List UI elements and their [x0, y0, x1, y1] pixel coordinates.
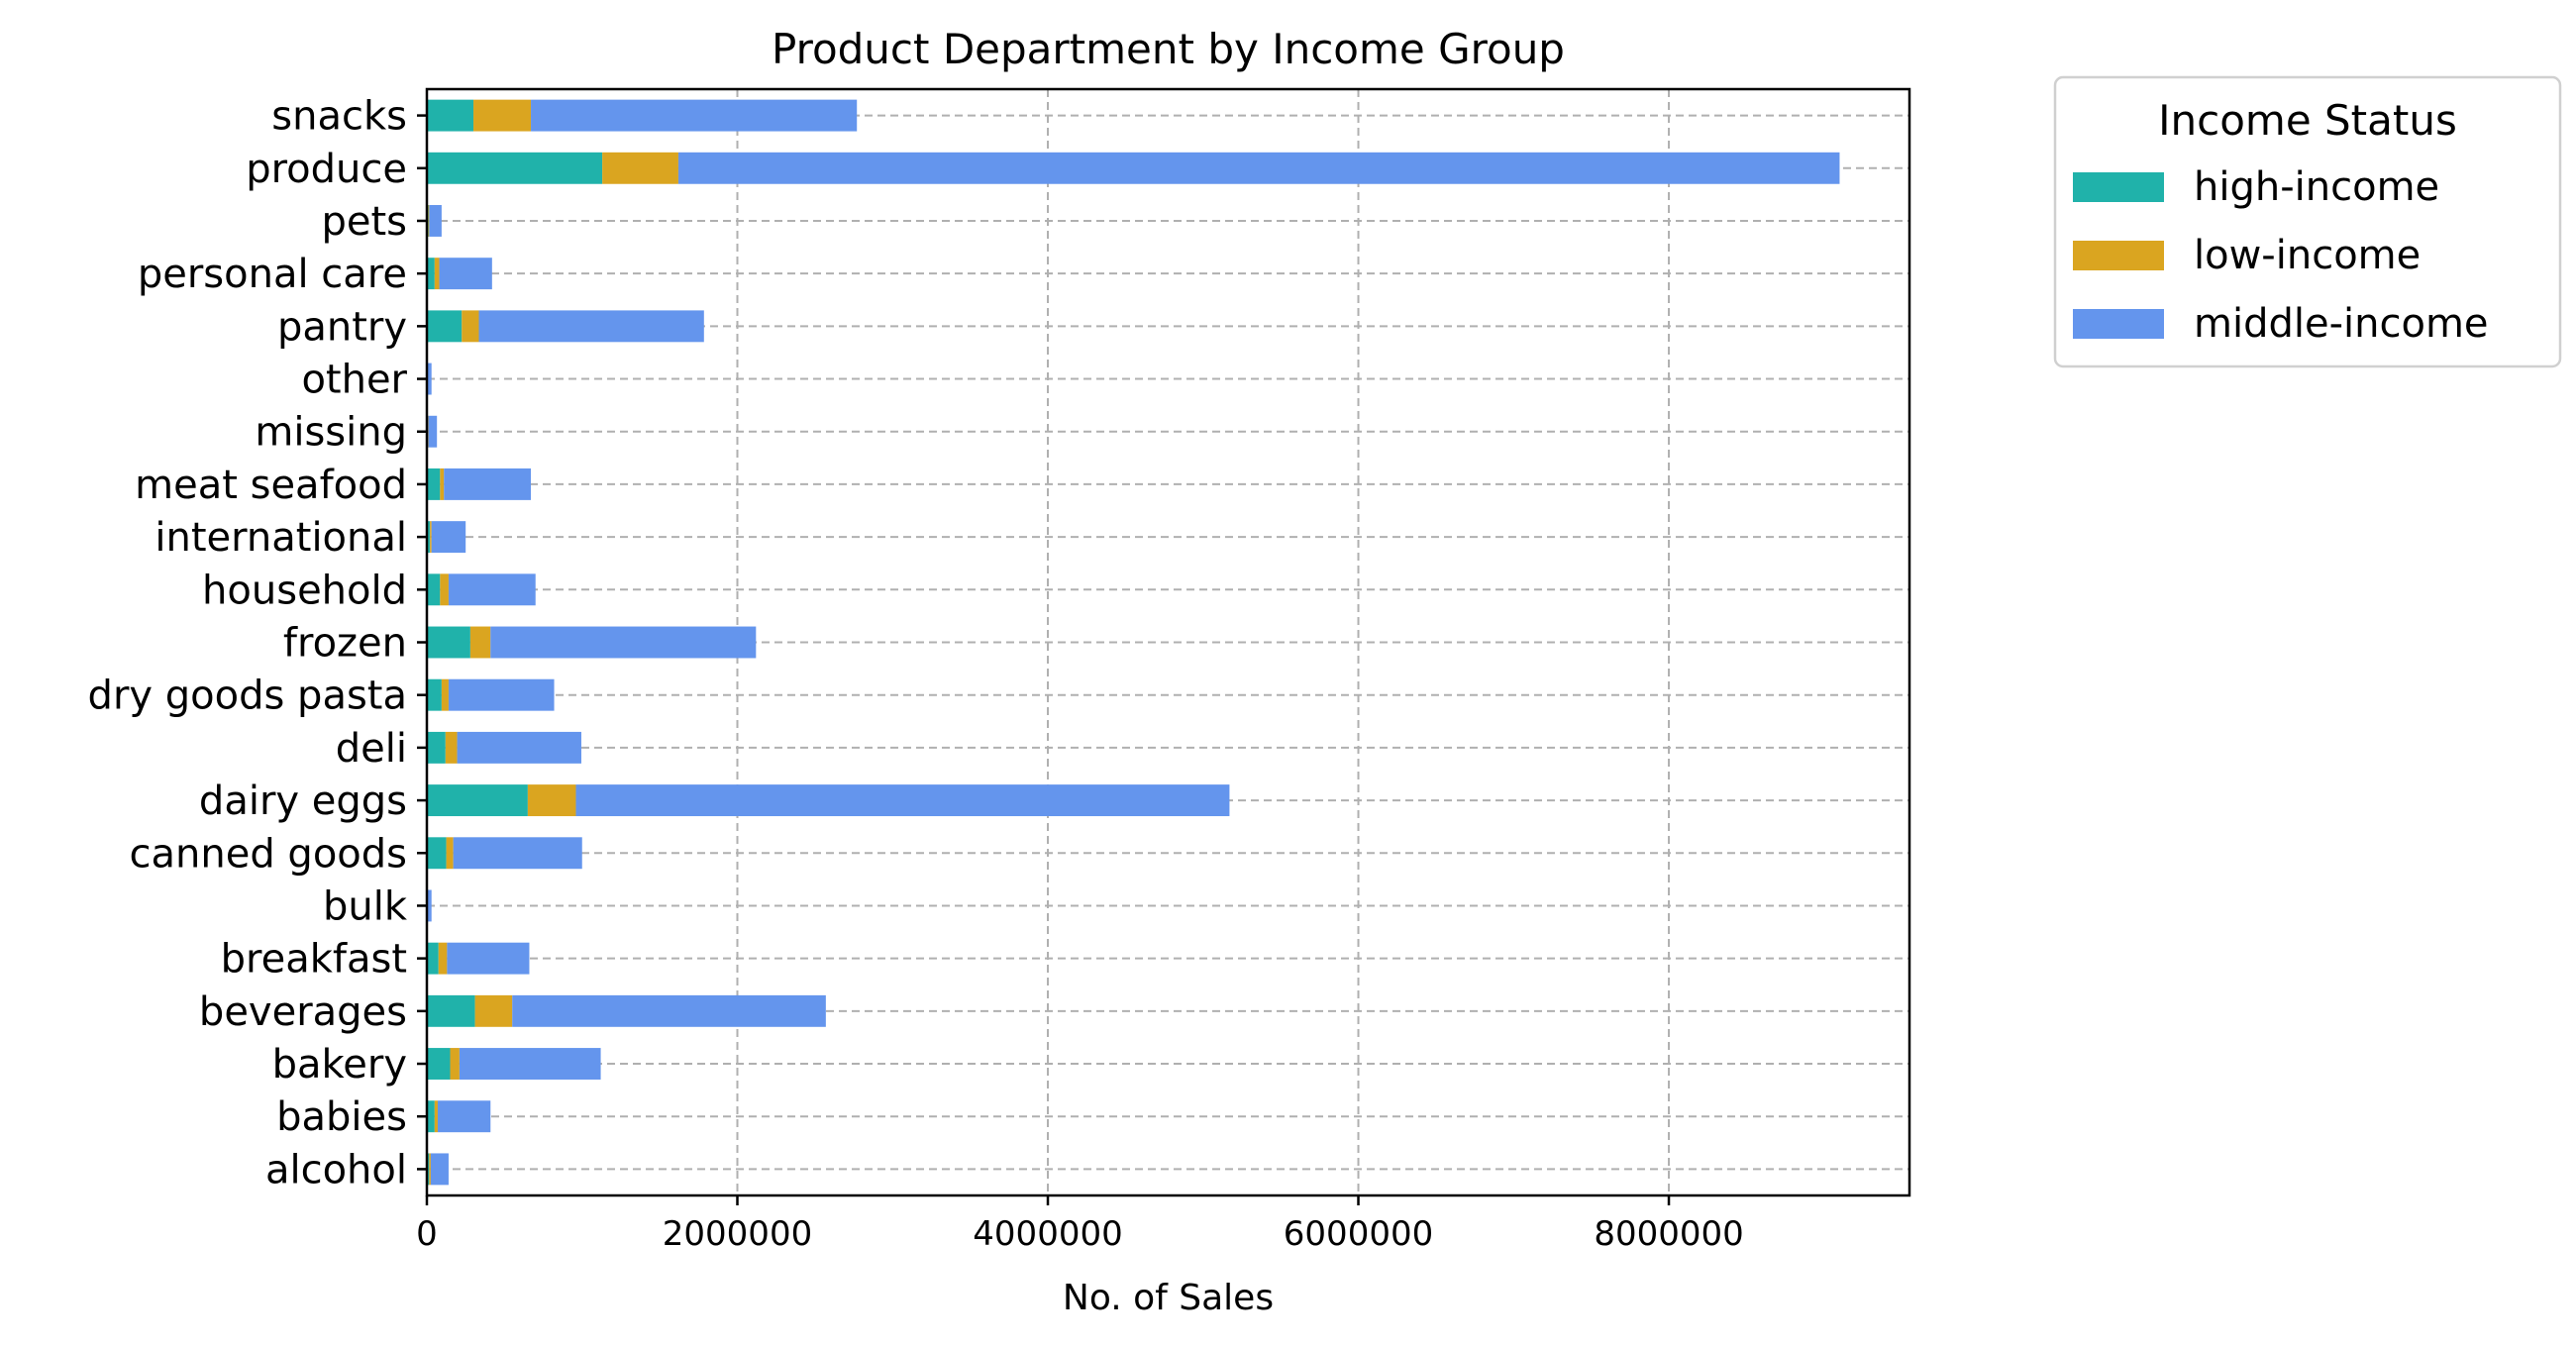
bar-high-income-dairy-eggs	[427, 784, 528, 817]
bars	[427, 99, 1840, 1186]
bar-low-income-babies	[434, 1100, 438, 1133]
y-tick-label: household	[202, 568, 407, 613]
y-tick-label: international	[155, 515, 407, 561]
bar-middle-income-bakery	[459, 1048, 601, 1080]
bar-high-income-dry-goods-pasta	[427, 678, 442, 711]
bar-middle-income-dairy-eggs	[575, 784, 1230, 817]
bar-high-income-snacks	[427, 99, 474, 132]
bar-low-income-produce	[602, 152, 678, 184]
bar-middle-income-meat-seafood	[444, 467, 532, 500]
legend-box	[2053, 75, 2562, 368]
bar-low-income-pets	[428, 205, 430, 237]
legend-swatch-high-income	[2073, 172, 2164, 202]
bar-middle-income-frozen	[490, 626, 757, 659]
y-tick-label: pets	[321, 199, 407, 245]
y-tick-label: bakery	[272, 1042, 407, 1088]
y-tick-label: dry goods pasta	[88, 674, 407, 719]
bar-high-income-beverages	[427, 994, 475, 1027]
bar-high-income-personal-care	[427, 258, 435, 290]
bar-low-income-deli	[445, 731, 458, 764]
bar-low-income-meat-seafood	[440, 467, 445, 500]
bar-high-income-meat-seafood	[427, 467, 441, 500]
y-tick-label: beverages	[199, 989, 407, 1035]
legend-label-middle-income: middle-income	[2194, 301, 2489, 347]
y-tick-label: produce	[246, 147, 407, 192]
bar-low-income-frozen	[469, 626, 491, 659]
y-tick-labels: alcohol babies bakery beverages breakfast bul…	[88, 94, 427, 1192]
legend-title: Income Status	[2158, 96, 2457, 145]
x-axis-title: No. of Sales	[1063, 1278, 1274, 1318]
bar-high-income-frozen	[427, 626, 470, 659]
legend: Income Status high-income low-income middl…	[2053, 75, 2562, 368]
x-tick-label: 2000000	[663, 1214, 812, 1254]
bar-low-income-beverages	[474, 994, 513, 1027]
legend-label-low-income: low-income	[2194, 233, 2421, 278]
bar-middle-income-babies	[437, 1100, 491, 1133]
bar-high-income-canned-goods	[427, 837, 447, 870]
chart-title: Product Department by Income Group	[772, 25, 1565, 73]
bar-high-income-deli	[427, 731, 446, 764]
bar-middle-income-bulk	[427, 889, 432, 922]
bar-high-income-pantry	[427, 310, 463, 343]
bar-low-income-international	[430, 521, 432, 554]
bar-low-income-pantry	[462, 310, 479, 343]
x-tick-labels: 0 2000000 4000000 6000000 8000000	[416, 1195, 1744, 1254]
y-tick-label: frozen	[283, 621, 407, 667]
bar-low-income-canned-goods	[446, 837, 454, 870]
y-tick-label: canned goods	[130, 831, 408, 877]
y-tick-label: missing	[255, 410, 407, 456]
bar-high-income-babies	[427, 1100, 435, 1133]
bar-low-income-dry-goods-pasta	[441, 678, 449, 711]
bar-middle-income-deli	[457, 731, 581, 764]
bar-middle-income-missing	[428, 415, 438, 448]
bar-middle-income-pantry	[478, 310, 704, 343]
bar-high-income-produce	[427, 152, 603, 184]
bar-middle-income-beverages	[512, 994, 826, 1027]
y-tick-label: meat seafood	[135, 463, 407, 508]
bar-middle-income-international	[431, 521, 466, 554]
y-tick-label: pantry	[277, 304, 407, 350]
bar-high-income-international	[427, 521, 431, 554]
x-tick-label: 0	[416, 1214, 438, 1254]
x-tick-label: 6000000	[1284, 1214, 1433, 1254]
y-tick-label: breakfast	[221, 937, 407, 983]
bar-low-income-dairy-eggs	[527, 784, 576, 817]
bar-high-income-breakfast	[427, 942, 439, 975]
y-tick-label: personal care	[138, 252, 407, 297]
bar-middle-income-dry-goods-pasta	[448, 678, 555, 711]
bar-middle-income-canned-goods	[453, 837, 582, 870]
bar-middle-income-snacks	[531, 99, 858, 132]
y-tick-label: alcohol	[265, 1147, 407, 1192]
bar-middle-income-alcohol	[430, 1153, 449, 1186]
bar-low-income-breakfast	[438, 942, 448, 975]
x-tick-label: 4000000	[973, 1214, 1122, 1254]
bar-high-income-household	[427, 573, 441, 606]
y-tick-label: dairy eggs	[199, 778, 407, 824]
bar-low-income-snacks	[473, 99, 532, 132]
legend-label-high-income: high-income	[2194, 164, 2439, 210]
y-tick-label: bulk	[323, 883, 408, 929]
x-tick-label: 8000000	[1594, 1214, 1743, 1254]
bar-middle-income-breakfast	[447, 942, 530, 975]
bar-low-income-alcohol	[429, 1153, 431, 1186]
bar-middle-income-other	[427, 363, 432, 395]
bar-low-income-personal-care	[434, 258, 440, 290]
y-tick-label: other	[301, 358, 407, 403]
bar-middle-income-produce	[677, 152, 1840, 184]
bar-high-income-bakery	[427, 1048, 451, 1080]
bar-middle-income-pets	[429, 205, 442, 237]
legend-swatch-low-income	[2073, 241, 2164, 270]
y-tick-label: snacks	[271, 94, 407, 140]
legend-swatch-middle-income	[2073, 309, 2164, 339]
bar-middle-income-household	[448, 573, 536, 606]
bar-low-income-bakery	[450, 1048, 460, 1080]
y-tick-label: babies	[276, 1094, 407, 1140]
y-tick-label: deli	[336, 726, 407, 772]
legend-items: high-income low-income middle-income	[2073, 164, 2489, 347]
bar-low-income-household	[440, 573, 449, 606]
bar-middle-income-personal-care	[439, 258, 492, 290]
